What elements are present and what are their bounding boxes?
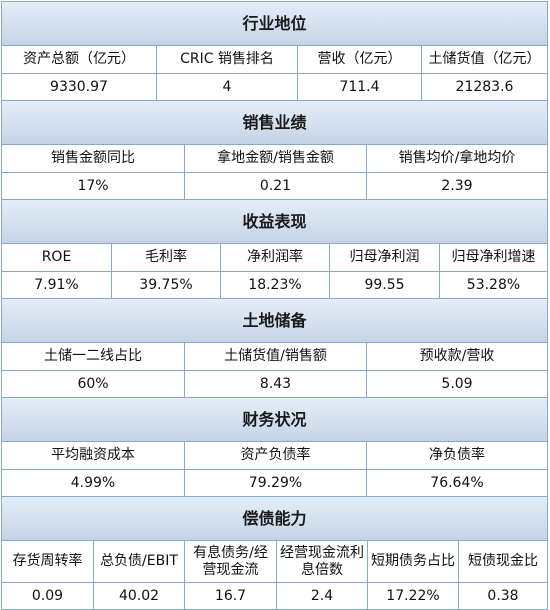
header-row: 平均融资成本 资产负债率 净负债率 bbox=[2, 442, 547, 470]
section-industry-position: 行业地位 资产总额（亿元） CRIC 销售排名 营收（亿元） 土储货值（亿元） … bbox=[1, 1, 548, 100]
section-title: 行业地位 bbox=[2, 2, 547, 46]
value-row: 9330.97 4 711.4 21283.6 bbox=[2, 74, 547, 100]
column-header: 总负债/EBIT bbox=[94, 541, 185, 583]
value-row: 7.91% 39.75% 18.23% 99.55 53.28% bbox=[2, 272, 547, 298]
section-solvency: 偿债能力 存货周转率 总负债/EBIT 有息债务/经营现金流 经营现金流利息倍数… bbox=[1, 496, 548, 610]
value-cell: 21283.6 bbox=[455, 78, 514, 95]
value-cell: 40.02 bbox=[94, 583, 185, 609]
value-cell: 0.09 bbox=[2, 583, 94, 609]
column-header: 销售均价/拿地均价 bbox=[367, 145, 547, 173]
value-cell: 60% bbox=[2, 371, 185, 397]
column-header: 归母净利增速 bbox=[440, 244, 547, 272]
column-header: 土储一二线占比 bbox=[2, 343, 185, 371]
column-header: 短债现金比 bbox=[459, 541, 547, 583]
column-header: 拿地金额/销售金额 bbox=[185, 145, 367, 173]
column-header: 土储货值/销售额 bbox=[185, 343, 367, 371]
column-header: 经营现金流利息倍数 bbox=[277, 541, 368, 583]
value-cell: 4 bbox=[157, 74, 298, 100]
column-header: 毛利率 bbox=[112, 244, 221, 272]
column-header: 资产负债率 bbox=[185, 442, 367, 470]
section-title: 偿债能力 bbox=[2, 497, 547, 541]
column-header: 短期债务占比 bbox=[368, 541, 459, 583]
value-cell: 18.23% bbox=[221, 272, 330, 298]
value-cell: 9330.97 bbox=[2, 74, 157, 100]
value-cell: 5.09 bbox=[441, 375, 473, 392]
header-row: 销售金额同比 拿地金额/销售金额 销售均价/拿地均价 bbox=[2, 145, 547, 173]
section-sales-performance: 销售业绩 销售金额同比 拿地金额/销售金额 销售均价/拿地均价 17% 0.21… bbox=[1, 100, 548, 199]
column-header: ROE bbox=[2, 244, 112, 272]
value-cell: 8.43 bbox=[185, 371, 367, 397]
section-title: 销售业绩 bbox=[2, 101, 547, 145]
header-row: ROE 毛利率 净利润率 归母净利润 归母净利增速 bbox=[2, 244, 547, 272]
value-row: 17% 0.21 2.39 bbox=[2, 173, 547, 199]
header-row: 资产总额（亿元） CRIC 销售排名 营收（亿元） 土储货值（亿元） bbox=[2, 46, 547, 74]
header-row: 土储一二线占比 土储货值/销售额 预收款/营收 bbox=[2, 343, 547, 371]
section-title: 收益表现 bbox=[2, 200, 547, 244]
value-cell: 0.21 bbox=[185, 173, 367, 199]
value-cell: 99.55 bbox=[330, 272, 440, 298]
section-title: 土地储备 bbox=[2, 299, 547, 343]
column-header: 土储货值（亿元） bbox=[422, 46, 547, 74]
column-header: 净利润率 bbox=[221, 244, 330, 272]
value-cell: 17.22% bbox=[368, 583, 459, 609]
header-row: 存货周转率 总负债/EBIT 有息债务/经营现金流 经营现金流利息倍数 短期债务… bbox=[2, 541, 547, 583]
value-row: 60% 8.43 5.09 bbox=[2, 371, 547, 397]
value-cell: 711.4 bbox=[298, 74, 422, 100]
column-header: 预收款/营收 bbox=[367, 343, 547, 371]
column-header: 归母净利润 bbox=[330, 244, 440, 272]
column-header: 资产总额（亿元） bbox=[2, 46, 157, 74]
value-cell: 0.38 bbox=[487, 587, 519, 604]
value-cell: 2.39 bbox=[441, 177, 473, 194]
column-header: 平均融资成本 bbox=[2, 442, 185, 470]
value-cell: 7.91% bbox=[2, 272, 112, 298]
section-title: 财务状况 bbox=[2, 398, 547, 442]
value-cell: 4.99% bbox=[2, 470, 185, 496]
value-cell: 76.64% bbox=[430, 474, 484, 491]
section-earnings: 收益表现 ROE 毛利率 净利润率 归母净利润 归母净利增速 7.91% 39.… bbox=[1, 199, 548, 298]
value-cell: 53.28% bbox=[466, 276, 521, 293]
value-cell: 39.75% bbox=[112, 272, 221, 298]
column-header: 有息债务/经营现金流 bbox=[185, 541, 277, 583]
column-header: 净负债率 bbox=[367, 442, 547, 470]
column-header: 营收（亿元） bbox=[298, 46, 422, 74]
column-header: 销售金额同比 bbox=[2, 145, 185, 173]
column-header: 存货周转率 bbox=[2, 541, 94, 583]
column-header: CRIC 销售排名 bbox=[157, 46, 298, 74]
value-row: 0.09 40.02 16.7 2.4 17.22% 0.38 bbox=[2, 583, 547, 609]
value-row: 4.99% 79.29% 76.64% bbox=[2, 470, 547, 496]
value-cell: 17% bbox=[2, 173, 185, 199]
section-land-reserve: 土地储备 土储一二线占比 土储货值/销售额 预收款/营收 60% 8.43 5.… bbox=[1, 298, 548, 397]
value-cell: 16.7 bbox=[185, 583, 277, 609]
value-cell: 2.4 bbox=[277, 583, 368, 609]
value-cell: 79.29% bbox=[185, 470, 367, 496]
section-financial-status: 财务状况 平均融资成本 资产负债率 净负债率 4.99% 79.29% 76.6… bbox=[1, 397, 548, 496]
